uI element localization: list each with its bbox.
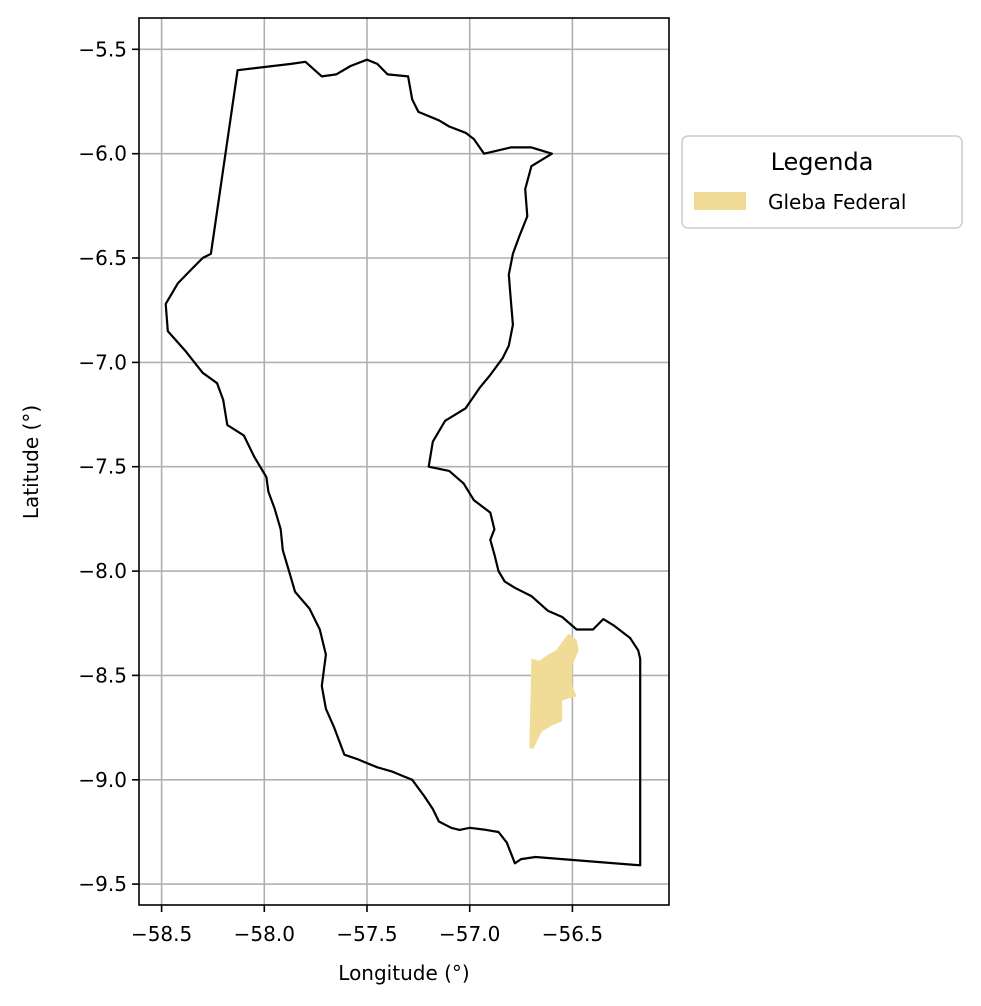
legend-label-gleba-federal: Gleba Federal	[768, 190, 906, 214]
y-tick-label-5: −8.0	[78, 559, 127, 583]
x-tick-label-3: −57.0	[439, 922, 500, 946]
legend-box	[681, 135, 963, 229]
legend-title: Legenda	[771, 148, 874, 176]
gridlines	[139, 18, 669, 905]
y-tick-label-1: −6.0	[78, 142, 127, 166]
legend: Legenda Gleba Federal	[681, 135, 963, 229]
x-tick-label-1: −58.0	[234, 922, 295, 946]
x-tick-label-4: −56.5	[542, 922, 603, 946]
y-tick-label-2: −6.5	[78, 246, 127, 270]
y-tick-label-8: −9.5	[78, 872, 127, 896]
x-axis-label: Longitude (°)	[338, 961, 469, 985]
region-boundary	[164, 58, 642, 867]
y-tick-label-3: −7.0	[78, 350, 127, 374]
y-axis-label: Latitude (°)	[19, 405, 43, 519]
x-tick-label-2: −57.5	[336, 922, 397, 946]
legend-swatch-gleba-federal	[694, 192, 746, 210]
y-tick-label-7: −9.0	[78, 768, 127, 792]
y-tick-label-6: −8.5	[78, 663, 127, 687]
x-tick-label-0: −58.5	[131, 922, 192, 946]
y-tick-label-4: −7.5	[78, 455, 127, 479]
map-shapes	[164, 58, 642, 867]
polygon-gleba-federal	[529, 633, 579, 749]
axis-ticks: −58.5 −58.0 −57.5 −57.0 −56.5 −5.5 −6.0 −6.5 −7.…	[78, 37, 603, 946]
y-tick-label-0: −5.5	[78, 37, 127, 61]
plot-frame	[138, 17, 670, 906]
